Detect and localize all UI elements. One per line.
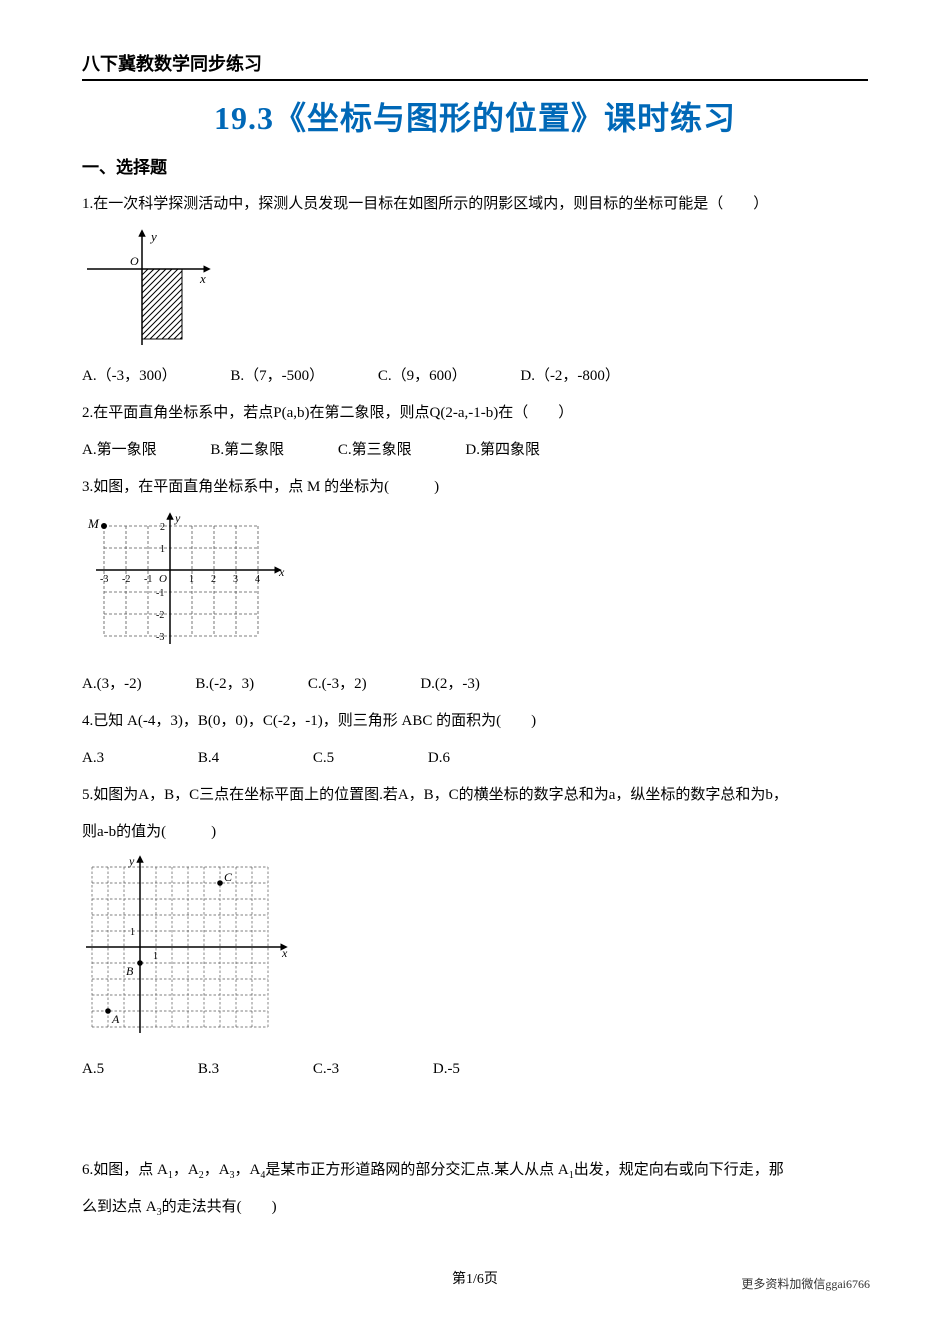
q1-olabel: O — [130, 254, 139, 268]
q1-optA: A.（-3，300） — [82, 360, 177, 393]
q1-optC: C.（9，600） — [378, 360, 467, 393]
svg-text:-3: -3 — [100, 574, 108, 585]
svg-text:O: O — [159, 573, 167, 585]
q1-figure: y x O — [82, 227, 868, 352]
svg-text:-3: -3 — [156, 632, 164, 643]
q4-optB: B.4 — [198, 742, 219, 775]
q4-options: A.3 B.4 C.5 D.6 — [82, 742, 868, 775]
svg-text:B: B — [126, 964, 134, 978]
q3-optA: A.(3，-2) — [82, 668, 142, 701]
q2-optA: A.第一象限 — [82, 434, 157, 467]
q1-optD: D.（-2，-800） — [520, 360, 620, 393]
svg-text:1: 1 — [130, 927, 135, 938]
q3-optC: C.(-3，2) — [308, 668, 367, 701]
svg-text:-1: -1 — [156, 588, 164, 599]
q1-xlabel: x — [199, 271, 206, 286]
q1-options: A.（-3，300） B.（7，-500） C.（9，600） D.（-2，-8… — [82, 360, 868, 393]
svg-text:M: M — [87, 516, 100, 531]
svg-text:4: 4 — [255, 574, 260, 585]
svg-text:C: C — [224, 870, 233, 884]
q2-optC: C.第三象限 — [338, 434, 412, 467]
q6-text1: 6.如图，点 A1，A2，A3，A4是某市正方形道路网的部分交汇点.某人从点 A… — [82, 1154, 868, 1187]
q2-optB: B.第二象限 — [210, 434, 284, 467]
section-heading: 一、选择题 — [82, 153, 868, 178]
svg-text:2: 2 — [160, 522, 165, 533]
q5-optB: B.3 — [198, 1053, 219, 1086]
q3-optB: B.(-2，3) — [195, 668, 254, 701]
q5-optC: C.-3 — [313, 1053, 339, 1086]
svg-text:2: 2 — [211, 574, 216, 585]
main-title: 19.3《坐标与图形的位置》课时练习 — [82, 93, 868, 139]
q3-optD: D.(2，-3) — [420, 668, 480, 701]
q1-text: 1.在一次科学探测活动中，探测人员发现一目标在如图所示的阴影区域内，则目标的坐标… — [82, 188, 868, 221]
q1-optB: B.（7，-500） — [230, 360, 324, 393]
q1-ylabel: y — [149, 229, 157, 244]
q5-text2: 则a-b的值为( ) — [82, 816, 868, 849]
q5-options: A.5 B.3 C.-3 D.-5 — [82, 1053, 868, 1086]
svg-text:-2: -2 — [156, 610, 164, 621]
q2-options: A.第一象限 B.第二象限 C.第三象限 D.第四象限 — [82, 434, 868, 467]
q2-text: 2.在平面直角坐标系中，若点P(a,b)在第二象限，则点Q(2-a,-1-b)在… — [82, 397, 868, 430]
q6-text2: 么到达点 A3的走法共有( ) — [82, 1191, 868, 1224]
svg-text:1: 1 — [189, 574, 194, 585]
svg-text:y: y — [174, 511, 181, 525]
doc-header: 八下冀教数学同步练习 — [82, 50, 868, 81]
svg-text:A: A — [111, 1012, 120, 1026]
wechat-note: 更多资料加微信ggai6766 — [741, 1275, 870, 1292]
q3-figure: y x O -3 -2 -1 1 2 3 4 1 2 -1 -2 -3 M — [82, 510, 868, 660]
svg-text:-2: -2 — [122, 574, 130, 585]
svg-text:1: 1 — [153, 951, 158, 962]
q5-figure: y x 1 1 A B C — [82, 855, 868, 1045]
q3-text: 3.如图，在平面直角坐标系中，点 M 的坐标为( ) — [82, 471, 868, 504]
q4-text: 4.已知 A(-4，3)，B(0，0)，C(-2，-1)，则三角形 ABC 的面… — [82, 705, 868, 738]
q5-optD: D.-5 — [433, 1053, 460, 1086]
q4-optD: D.6 — [428, 742, 450, 775]
svg-text:3: 3 — [233, 574, 238, 585]
q3-options: A.(3，-2) B.(-2，3) C.(-3，2) D.(2，-3) — [82, 668, 868, 701]
q2-optD: D.第四象限 — [465, 434, 540, 467]
svg-text:x: x — [281, 946, 288, 960]
svg-text:y: y — [128, 855, 135, 868]
q5-optA: A.5 — [82, 1053, 104, 1086]
q4-optC: C.5 — [313, 742, 334, 775]
svg-text:-1: -1 — [144, 574, 152, 585]
svg-text:1: 1 — [160, 544, 165, 555]
svg-text:x: x — [278, 565, 285, 579]
q5-text1: 5.如图为A，B，C三点在坐标平面上的位置图.若A，B，C的横坐标的数字总和为a… — [82, 779, 868, 812]
q4-optA: A.3 — [82, 742, 104, 775]
